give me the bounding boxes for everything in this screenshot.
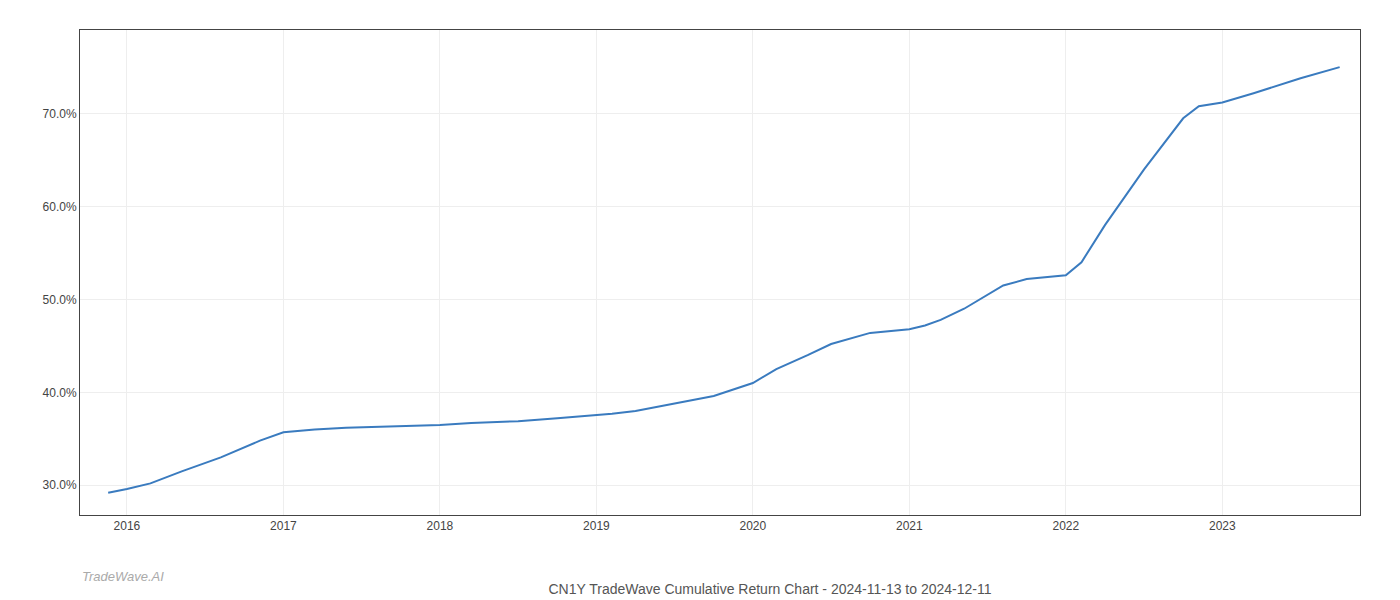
svg-text:2018: 2018: [427, 519, 454, 533]
svg-text:50.0%: 50.0%: [43, 293, 77, 307]
svg-text:2021: 2021: [896, 519, 923, 533]
svg-text:2019: 2019: [583, 519, 610, 533]
svg-text:2017: 2017: [270, 519, 297, 533]
svg-text:2023: 2023: [1209, 519, 1236, 533]
svg-text:2022: 2022: [1052, 519, 1079, 533]
svg-text:30.0%: 30.0%: [43, 478, 77, 492]
svg-text:2020: 2020: [740, 519, 767, 533]
svg-text:70.0%: 70.0%: [43, 107, 77, 121]
svg-text:2016: 2016: [114, 519, 141, 533]
svg-text:CN1Y TradeWave Cumulative Retu: CN1Y TradeWave Cumulative Return Chart -…: [548, 581, 991, 597]
svg-text:40.0%: 40.0%: [43, 386, 77, 400]
svg-text:TradeWave.AI: TradeWave.AI: [82, 569, 164, 584]
svg-text:60.0%: 60.0%: [43, 200, 77, 214]
